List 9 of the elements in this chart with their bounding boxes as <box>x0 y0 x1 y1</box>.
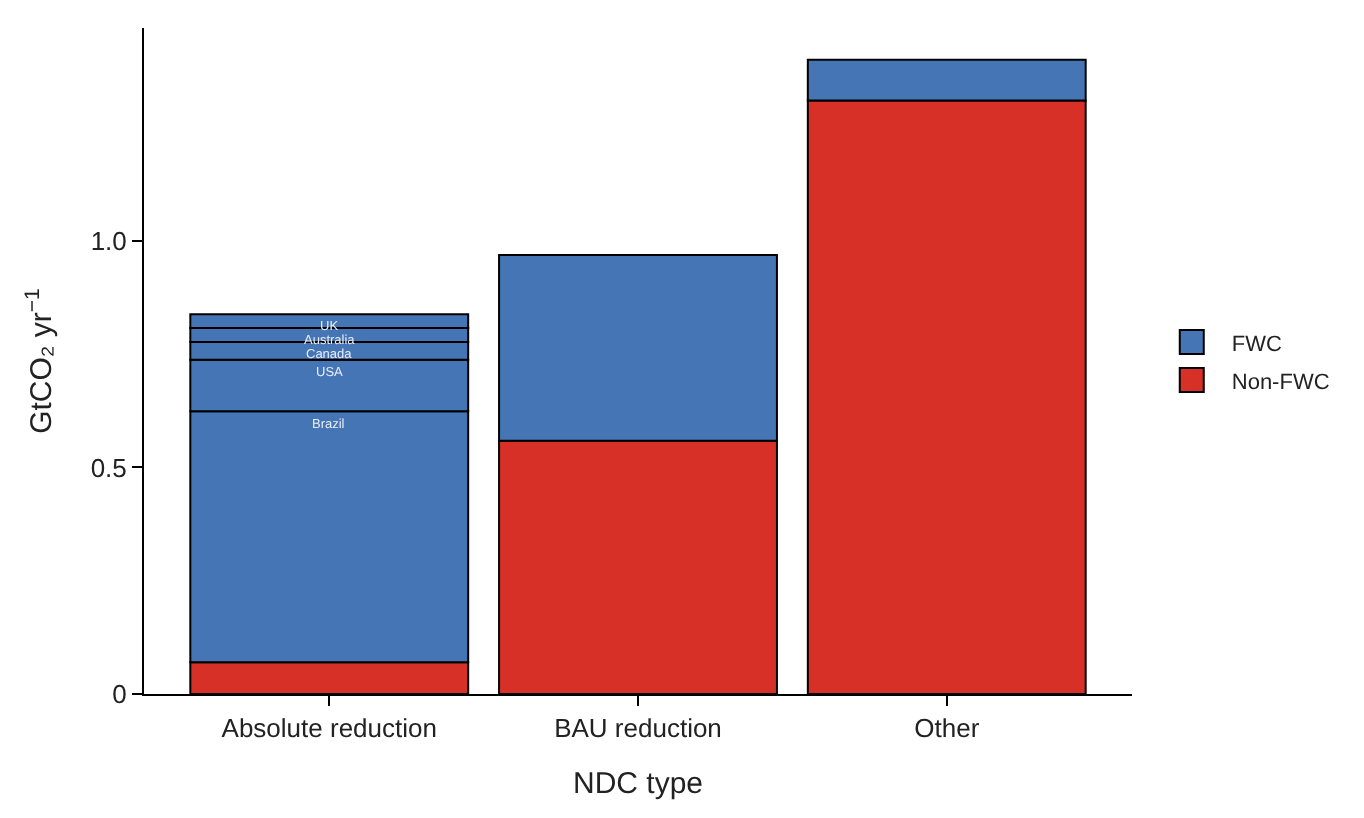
legend-label: FWC <box>1231 332 1282 357</box>
legend-label: Non-FWC <box>1231 370 1330 395</box>
y-tick-label: 0 <box>112 679 127 710</box>
x-tick-label: Absolute reduction <box>221 713 437 744</box>
y-tick-label: 0.5 <box>90 452 127 483</box>
x-axis-title: NDC type <box>572 767 704 802</box>
x-tick-label: Other <box>914 713 981 744</box>
y-tick-label: 1.0 <box>90 226 127 257</box>
x-tick-label: BAU reduction <box>554 713 722 744</box>
